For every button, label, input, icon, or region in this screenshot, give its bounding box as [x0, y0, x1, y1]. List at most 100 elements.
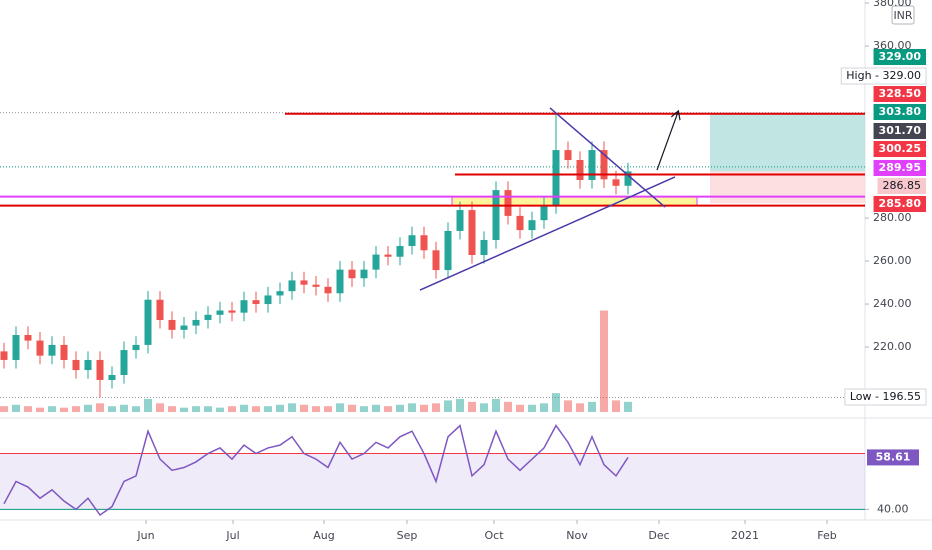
zone-band	[451, 196, 698, 207]
candle-body	[336, 269, 344, 294]
candle-body	[540, 205, 548, 221]
price-label-box	[844, 388, 927, 406]
volume-bar	[492, 398, 500, 412]
volume-bar	[624, 401, 632, 412]
candle-body	[36, 340, 44, 356]
price-label: Low - 196.55	[850, 390, 921, 403]
volume-bar	[24, 406, 32, 412]
volume-bar	[96, 403, 104, 412]
price-label: High - 329.00	[846, 69, 921, 82]
volume-bar	[540, 403, 548, 412]
position-box	[710, 113, 865, 172]
rsi-band	[0, 453, 865, 510]
candle-body	[48, 344, 56, 356]
candle-body	[96, 359, 104, 380]
volume-bar	[216, 407, 224, 412]
x-tick-label: Dec	[648, 529, 669, 542]
candle-body	[12, 335, 20, 360]
volume-bar	[564, 400, 572, 412]
currency-box	[891, 5, 915, 25]
price-label-box	[877, 178, 926, 194]
candle-body	[588, 150, 596, 180]
candle-body	[60, 344, 68, 360]
currency: INR	[893, 9, 912, 22]
volume-bar	[192, 406, 200, 412]
price-label: 289.95	[879, 161, 921, 174]
y-tick-label: 360.00	[873, 39, 912, 52]
price-label: 300.25	[879, 142, 921, 155]
candle-body	[408, 235, 416, 246]
volume-bar	[144, 398, 152, 412]
candle-body	[252, 300, 260, 305]
candle-body	[480, 239, 488, 256]
volume-bar	[156, 403, 164, 412]
x-tick-label: Jun	[136, 529, 154, 542]
candle-body	[108, 375, 116, 380]
candle-body	[492, 190, 500, 240]
volume-bar	[324, 406, 332, 412]
trendline	[549, 107, 666, 208]
price-label-box	[873, 49, 926, 65]
candle-body	[276, 291, 284, 296]
price-label-box	[873, 196, 926, 212]
candle-body	[384, 254, 392, 257]
candle-body	[504, 190, 512, 216]
candle-body	[348, 269, 356, 279]
volume-bar	[384, 406, 392, 412]
candle-body	[396, 245, 404, 257]
volume-bar	[48, 406, 56, 412]
volume-bar	[552, 393, 560, 412]
candle-body	[264, 295, 272, 305]
price-label-box	[873, 141, 926, 157]
candle-body	[456, 210, 464, 231]
volume-bar	[228, 406, 236, 412]
volume-bar	[264, 406, 272, 412]
candle-body	[180, 325, 188, 330]
price-label-box	[873, 104, 926, 120]
price-label: 303.80	[879, 105, 922, 118]
volume-bar	[60, 407, 68, 412]
volume-bar	[348, 404, 356, 412]
volume-bar	[204, 406, 212, 412]
candle-body	[624, 171, 632, 186]
candle-body	[612, 179, 620, 186]
volume-bar	[528, 404, 536, 412]
x-tick-label: Aug	[313, 529, 334, 542]
projection-arrow	[656, 112, 678, 171]
volume-bar	[372, 404, 380, 412]
y-tick-label: 280.00	[873, 211, 912, 224]
price-label: 301.70	[879, 124, 922, 137]
x-tick-label: Nov	[566, 529, 588, 542]
x-tick-label: Jul	[225, 529, 239, 542]
price-label-box	[873, 160, 926, 176]
candle-body	[192, 319, 200, 326]
x-tick-label: Feb	[817, 529, 836, 542]
x-tick-label: Sep	[397, 529, 418, 542]
candle-body	[132, 344, 140, 351]
volume-bar	[468, 401, 476, 412]
candle-body	[420, 235, 428, 251]
candle-body	[156, 299, 164, 320]
candle-body	[72, 359, 80, 371]
volume-bar	[312, 406, 320, 412]
candle-body	[240, 300, 248, 313]
volume-bar	[84, 404, 92, 412]
candle-body	[144, 299, 152, 345]
y-tick-label: 240.00	[873, 297, 912, 310]
position-box	[710, 171, 865, 204]
volume-bar	[504, 401, 512, 412]
volume-bar	[108, 406, 116, 412]
price-label: 329.00	[879, 50, 922, 63]
candle-body	[228, 310, 236, 313]
candle-body	[204, 314, 212, 320]
volume-bar	[432, 403, 440, 412]
y-tick-label: 260.00	[873, 254, 912, 267]
candle-body	[468, 210, 476, 256]
volume-bar	[420, 404, 428, 412]
candle-body	[432, 250, 440, 271]
candle-body	[360, 269, 368, 279]
candle-body	[324, 286, 332, 294]
candle-body	[24, 335, 32, 341]
y-tick-label: 220.00	[873, 340, 912, 353]
